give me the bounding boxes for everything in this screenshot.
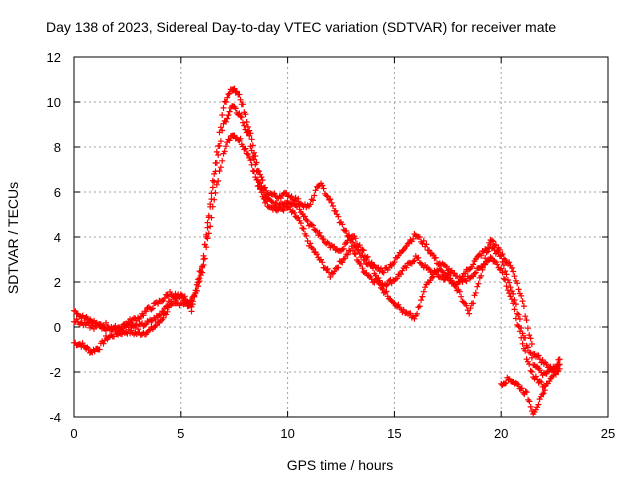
- y-tick-label: 12: [47, 50, 61, 65]
- y-axis-label: SDTVAR / TECUs: [5, 182, 21, 294]
- data-point-marks: [71, 85, 563, 375]
- y-tick-label: -2: [49, 365, 61, 380]
- x-tick-label: 15: [387, 426, 401, 441]
- x-tick-label: 20: [494, 426, 508, 441]
- series-track-a: [71, 132, 563, 390]
- y-tick-label: -4: [49, 410, 61, 425]
- series-track-c: [71, 85, 563, 375]
- y-tick-label: 0: [54, 320, 61, 335]
- chart-title: Day 138 of 2023, Sidereal Day-to-day VTE…: [46, 19, 556, 35]
- data-points: [71, 85, 563, 417]
- data-point-marks: [498, 374, 548, 417]
- x-axis-label: GPS time / hours: [287, 457, 394, 473]
- y-tick-label: 6: [54, 185, 61, 200]
- y-tick-label: 4: [54, 230, 61, 245]
- x-tick-label: 0: [70, 426, 77, 441]
- x-tick-label: 10: [280, 426, 294, 441]
- y-tick-label: 10: [47, 95, 61, 110]
- y-tick-label: 2: [54, 275, 61, 290]
- y-tick-label: 8: [54, 140, 61, 155]
- data-point-marks: [71, 132, 563, 390]
- x-tick-label: 25: [601, 426, 615, 441]
- axis-ticks: [73, 56, 609, 418]
- series-track-d: [498, 374, 548, 417]
- x-tick-label: 5: [177, 426, 184, 441]
- tick-labels: 0 5 10 15 20 25 -4 -2 0 2 4 6 8 10 12: [47, 50, 616, 441]
